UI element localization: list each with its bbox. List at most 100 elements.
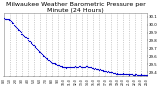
Point [51, 62, 53, 63]
Point [67, 66, 69, 68]
Point [114, 72, 117, 74]
Point [78, 66, 81, 67]
Point [36, 48, 38, 50]
Point [19, 32, 22, 33]
Point [129, 74, 132, 75]
Point [106, 70, 109, 72]
Point [124, 73, 126, 75]
Point [31, 43, 34, 45]
Point [18, 29, 20, 31]
Point [69, 67, 72, 68]
Point [76, 66, 78, 67]
Point [61, 66, 64, 67]
Point [20, 33, 23, 34]
Point [122, 73, 124, 74]
Point [92, 67, 95, 69]
Point [59, 65, 61, 67]
Point [33, 45, 36, 47]
Point [136, 74, 139, 75]
Point [95, 68, 97, 69]
Point [104, 70, 106, 72]
Point [9, 19, 11, 21]
Point [110, 72, 112, 73]
Point [3, 18, 5, 19]
Point [127, 73, 129, 75]
Point [15, 27, 17, 28]
Point [125, 74, 128, 75]
Point [128, 74, 130, 75]
Point [24, 36, 26, 37]
Point [128, 73, 131, 75]
Point [52, 62, 55, 64]
Point [17, 29, 20, 31]
Point [70, 66, 72, 68]
Point [72, 66, 74, 68]
Point [83, 66, 86, 67]
Point [104, 71, 107, 72]
Point [110, 71, 113, 73]
Point [75, 66, 78, 67]
Point [92, 67, 94, 69]
Point [136, 74, 138, 75]
Point [144, 74, 146, 76]
Point [95, 68, 98, 69]
Point [106, 71, 108, 72]
Point [84, 66, 87, 67]
Point [4, 18, 7, 19]
Point [134, 74, 136, 75]
Point [143, 75, 146, 76]
Point [120, 73, 123, 74]
Point [102, 70, 105, 72]
Point [93, 68, 96, 69]
Point [34, 46, 37, 48]
Point [100, 70, 102, 71]
Point [98, 69, 101, 70]
Point [33, 44, 35, 46]
Point [111, 71, 113, 73]
Point [141, 75, 144, 76]
Point [56, 64, 58, 65]
Point [71, 66, 73, 68]
Point [118, 73, 121, 74]
Point [129, 74, 131, 75]
Point [68, 67, 70, 68]
Point [21, 34, 23, 35]
Point [124, 73, 127, 74]
Point [99, 69, 101, 70]
Point [16, 27, 18, 29]
Point [16, 28, 19, 30]
Point [57, 64, 60, 66]
Point [38, 51, 41, 52]
Point [55, 63, 57, 65]
Point [112, 72, 114, 74]
Point [44, 56, 46, 58]
Point [89, 66, 91, 68]
Point [53, 63, 56, 64]
Point [77, 66, 80, 67]
Point [74, 66, 76, 67]
Point [101, 70, 104, 71]
Point [122, 72, 124, 74]
Point [86, 66, 89, 67]
Point [11, 22, 14, 23]
Point [23, 35, 26, 37]
Point [27, 39, 30, 40]
Point [108, 71, 111, 73]
Point [115, 73, 117, 74]
Point [44, 57, 47, 58]
Point [116, 73, 119, 74]
Point [29, 42, 32, 43]
Point [85, 65, 88, 67]
Point [133, 74, 136, 75]
Point [60, 66, 63, 68]
Point [26, 38, 29, 39]
Point [74, 66, 77, 67]
Point [48, 60, 51, 61]
Point [107, 71, 110, 73]
Point [10, 20, 12, 21]
Point [47, 59, 49, 60]
Point [133, 74, 135, 75]
Point [116, 73, 118, 74]
Point [45, 58, 48, 59]
Point [80, 66, 83, 68]
